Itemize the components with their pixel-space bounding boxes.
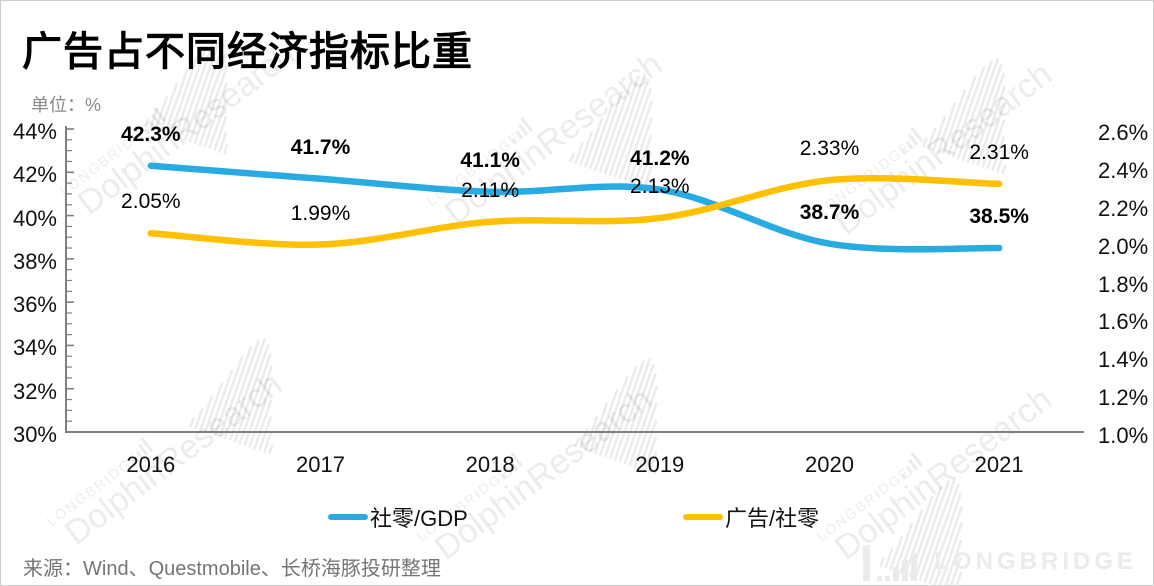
longbridge-logo: LONGBRIDGE	[863, 543, 1137, 581]
data-point-label: 2.33%	[799, 137, 860, 161]
data-point-label: 42.3%	[121, 122, 181, 146]
legend-label: 社零/GDP	[370, 506, 468, 531]
right-y-axis-tick-label: 1.8%	[1098, 271, 1149, 297]
data-point-label: 2.31%	[969, 140, 1029, 164]
legend-label: 广告/社零	[725, 506, 820, 531]
watermark-bars-icon	[144, 38, 229, 155]
watermark-bars-icon	[189, 338, 274, 455]
x-axis-tick-label: 2016	[126, 452, 176, 477]
line-series-blue	[147, 162, 1003, 253]
right-y-axis-tick-label: 2.2%	[1098, 195, 1149, 221]
right-y-axis-tick-label: 1.0%	[1098, 423, 1149, 448]
left-y-axis-tick-label: 32%	[12, 378, 57, 404]
x-axis-tick-label: 2019	[635, 452, 685, 477]
right-y-axis-tick-label: 1.2%	[1098, 385, 1149, 411]
x-axis-tick-label: 2020	[805, 452, 854, 477]
data-point-label: 38.5%	[969, 205, 1029, 229]
right-y-axis-tick-label: 2.6%	[1098, 120, 1149, 145]
left-y-axis-tick-label: 42%	[12, 162, 57, 188]
data-point-label: 41.2%	[630, 146, 690, 170]
legend-item-shiling-gdp: 社零/GDP	[328, 505, 468, 531]
x-axis-tick-label: 2017	[296, 452, 345, 477]
logo-text: LONGBRIDGE	[934, 548, 1137, 575]
right-y-axis-tick-label: 1.4%	[1098, 347, 1149, 373]
axis-layer	[65, 126, 1084, 433]
data-point-label: 41.1%	[460, 148, 520, 172]
right-y-axis-tick-label: 2.4%	[1098, 157, 1149, 183]
line-series-layer	[147, 162, 1003, 253]
data-point-label: 1.99%	[290, 201, 351, 225]
left-y-axis-tick-label: 34%	[12, 335, 57, 361]
line-series-yellow	[147, 174, 1003, 248]
data-point-label: 2.05%	[121, 190, 181, 214]
unit-label: 单位：%	[31, 95, 102, 115]
watermark-bars-icon	[569, 73, 654, 190]
left-y-axis-tick-label: 44%	[12, 119, 57, 144]
right-y-axis-tick-label: 1.6%	[1098, 309, 1149, 335]
legend-marker-blue-line	[328, 514, 368, 520]
data-point-label: 38.7%	[799, 200, 860, 224]
data-point-label: 41.7%	[290, 135, 351, 159]
data-point-label: 2.13%	[630, 175, 690, 198]
x-axis-tick-label: 2021	[974, 452, 1024, 477]
left-y-axis-tick-label: 40%	[12, 205, 57, 231]
watermark-bars-icon	[574, 358, 659, 475]
watermark-bars-icon	[879, 478, 964, 585]
right-y-axis-tick-label: 2.0%	[1098, 233, 1149, 259]
left-y-axis-tick-label: 38%	[12, 248, 57, 274]
left-y-axis-tick-label: 30%	[12, 422, 57, 447]
bar-chart-logo-icon	[863, 545, 920, 581]
page-title: 广告占不同经济指标比重	[22, 30, 473, 74]
left-y-axis-tick-label: 36%	[12, 292, 57, 318]
legend-marker-yellow-line	[683, 514, 723, 520]
source-note: 来源：Wind、Questmobile、长桥海豚投研整理	[23, 558, 441, 580]
x-axis-tick-label: 2018	[465, 452, 515, 477]
legend-item-guanggao-shiling: 广告/社零	[683, 505, 819, 531]
data-point-label: 2.11%	[461, 178, 520, 202]
watermark-bars-icon	[922, 58, 1007, 175]
